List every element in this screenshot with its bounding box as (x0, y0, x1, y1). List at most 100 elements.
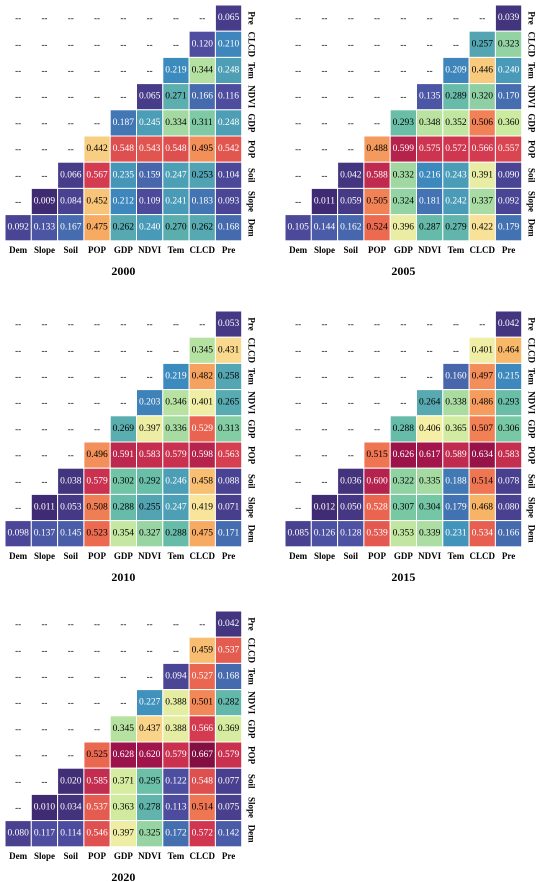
empty-cell: -- (321, 66, 327, 76)
cell-value-label: 0.464 (498, 345, 520, 355)
heatmap-cell (416, 493, 444, 522)
x-tick-label: GDP (394, 551, 414, 561)
empty-cell: -- (94, 118, 100, 128)
cell-value-label: 0.353 (393, 529, 415, 539)
empty-cell: -- (15, 450, 21, 460)
empty-cell: -- (147, 619, 153, 629)
heatmap-cell (494, 83, 523, 111)
empty-cell: -- (321, 345, 327, 355)
cell-value-label: 0.346 (165, 398, 187, 408)
panel-title: 2010 (111, 570, 135, 584)
cell-value-label: 0.634 (472, 450, 494, 460)
cell-value-label: 0.215 (498, 372, 520, 382)
empty-cell: -- (400, 92, 406, 102)
cell-value-label: 0.537 (218, 645, 240, 655)
heatmap-cell (4, 520, 32, 548)
cell-value-label: 0.282 (218, 698, 240, 708)
heatmap-cell (109, 493, 137, 522)
cell-value-label: 0.053 (60, 503, 82, 513)
heatmap-cell (4, 820, 32, 848)
empty-cell: -- (348, 39, 354, 49)
cell-value-label: 0.307 (393, 503, 415, 513)
empty-cell: -- (15, 803, 21, 813)
cell-value-label: 0.235 (113, 170, 135, 180)
cell-value-label: 0.039 (498, 13, 520, 23)
cell-value-label: 0.507 (472, 424, 494, 434)
empty-cell: -- (15, 503, 21, 513)
heatmap-cell (30, 214, 59, 242)
y-tick-label: Pre (247, 11, 257, 24)
empty-cell: -- (321, 476, 327, 486)
cell-value-label: 0.566 (472, 144, 494, 154)
empty-cell: -- (348, 398, 354, 408)
cell-value-label: 0.369 (218, 724, 240, 734)
cell-value-label: 0.371 (113, 776, 135, 786)
cell-value-label: 0.588 (366, 170, 388, 180)
heatmap-cell (57, 793, 85, 822)
cell-value-label: 0.071 (218, 503, 240, 513)
cell-value-label: 0.020 (60, 776, 82, 786)
x-tick-label: GDP (114, 551, 134, 561)
heatmap-cell (83, 741, 111, 769)
y-tick-label: CLCD (247, 638, 257, 664)
cell-value-label: 0.345 (113, 724, 135, 734)
empty-cell: -- (68, 424, 74, 434)
cell-value-label: 0.240 (139, 223, 161, 233)
heatmap-cell (494, 389, 523, 417)
cell-value-label: 0.486 (472, 398, 494, 408)
empty-cell: -- (15, 66, 21, 76)
cell-value-label: 0.388 (165, 724, 187, 734)
cell-value-label: 0.352 (445, 118, 467, 128)
x-tick-label: Slope (314, 551, 335, 561)
empty-cell: -- (120, 66, 126, 76)
empty-cell: -- (41, 424, 47, 434)
cell-value-label: 0.179 (445, 503, 467, 513)
cell-value-label: 0.459 (192, 645, 214, 655)
cell-value-label: 0.324 (393, 197, 415, 207)
empty-cell: -- (321, 372, 327, 382)
heatmap-cell (363, 493, 391, 522)
y-tick-label: Tem (247, 62, 257, 79)
empty-cell: -- (321, 424, 327, 434)
heatmap-cell (188, 161, 216, 189)
cell-value-label: 0.397 (113, 829, 135, 839)
empty-cell: -- (15, 319, 21, 329)
cell-value-label: 0.505 (366, 197, 388, 207)
cell-value-label: 0.059 (340, 197, 362, 207)
empty-cell: -- (68, 450, 74, 460)
y-tick-label: Soil (527, 168, 537, 183)
heatmap-cell (468, 83, 496, 111)
cell-value-label: 0.506 (472, 118, 494, 128)
empty-cell: -- (41, 619, 47, 629)
cell-value-label: 0.216 (419, 170, 441, 180)
cell-value-label: 0.620 (139, 750, 161, 760)
cell-value-label: 0.128 (340, 529, 362, 539)
y-tick-label: NDVI (247, 391, 257, 414)
y-tick-label: Dem (527, 219, 537, 237)
x-tick-label: Pre (502, 551, 515, 561)
empty-cell: -- (348, 118, 354, 128)
heatmap-cell (494, 56, 523, 85)
x-tick-label: GDP (394, 245, 414, 255)
heatmap-cell (162, 135, 190, 163)
cell-value-label: 0.345 (192, 345, 214, 355)
cell-value-label: 0.419 (192, 503, 214, 513)
heatmap-cell (188, 715, 216, 743)
heatmap-cell (468, 415, 496, 443)
cell-value-label: 0.011 (314, 197, 335, 207)
y-tick-label: GDP (247, 419, 257, 439)
empty-cell: -- (15, 144, 21, 154)
cell-value-label: 0.240 (498, 66, 520, 76)
cell-value-label: 0.117 (34, 829, 55, 839)
heatmap-cell (468, 109, 496, 137)
x-tick-label: POP (88, 551, 106, 561)
cell-value-label: 0.482 (192, 372, 214, 382)
cell-value-label: 0.248 (218, 66, 240, 76)
heatmap-cell (30, 520, 59, 548)
x-tick-label: NDVI (138, 245, 161, 255)
cell-value-label: 0.084 (60, 197, 82, 207)
empty-cell: -- (120, 645, 126, 655)
cell-value-label: 0.245 (139, 118, 161, 128)
cell-value-label: 0.401 (192, 398, 214, 408)
cell-value-label: 0.242 (445, 197, 467, 207)
